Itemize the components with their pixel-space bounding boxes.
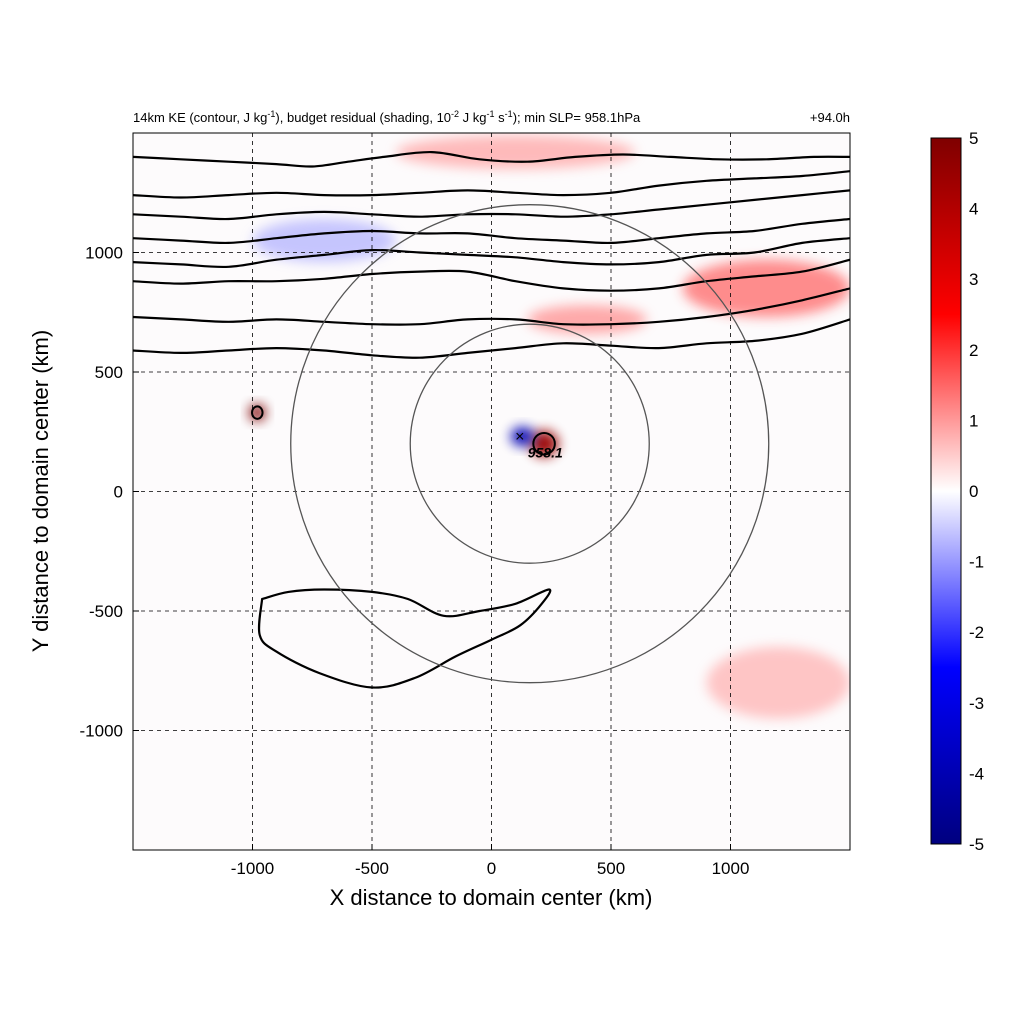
shade-storm-positive bbox=[529, 430, 559, 457]
plot-area: × 958.1 bbox=[132, 132, 851, 851]
colorbar-gradient bbox=[930, 137, 962, 845]
shade-storm-negative bbox=[510, 426, 535, 447]
ke-contour-north-4 bbox=[133, 237, 850, 269]
min-slp-label: 958.1 bbox=[528, 445, 563, 461]
y-tick-label: -1000 bbox=[80, 722, 123, 741]
storm-marker: × 958.1 bbox=[515, 429, 563, 461]
colorbar: 5 4 3 2 1 0 -1 -2 -3 -4 -5 bbox=[930, 129, 984, 854]
x-tick-label: 1000 bbox=[712, 859, 750, 878]
shade-northeast-band bbox=[682, 259, 850, 318]
colorbar-tick-label: 0 bbox=[969, 482, 978, 501]
forecast-hour: +94.0h bbox=[810, 110, 850, 125]
colorbar-tick-label: 2 bbox=[969, 341, 978, 360]
range-ring-1000km bbox=[290, 204, 770, 684]
x-tick-label: -1000 bbox=[231, 859, 274, 878]
y-axis-ticks: -1000 -500 0 500 1000 bbox=[80, 244, 139, 741]
ke-contour-north-3 bbox=[133, 258, 850, 292]
colorbar-ticks: 5 4 3 2 1 0 -1 -2 -3 -4 -5 bbox=[969, 129, 984, 854]
x-axis-label: X distance to domain center (km) bbox=[330, 885, 653, 910]
colorbar-tick-label: -1 bbox=[969, 553, 984, 572]
colorbar-tick-label: 3 bbox=[969, 270, 978, 289]
chart-title: 14km KE (contour, J kg-1), budget residu… bbox=[133, 109, 641, 125]
x-tick-label: -500 bbox=[355, 859, 389, 878]
colorbar-tick-label: 4 bbox=[969, 200, 978, 219]
ke-contour-storm-core bbox=[532, 431, 556, 456]
y-tick-label: 1000 bbox=[85, 244, 123, 263]
ke-contour-south-blob bbox=[257, 588, 552, 689]
ke-contour-north-5 bbox=[133, 217, 850, 245]
y-tick-label: 500 bbox=[95, 363, 123, 382]
shade-top-positive bbox=[395, 135, 635, 169]
colorbar-tick-label: -4 bbox=[969, 764, 984, 783]
ke-contour-north-7 bbox=[133, 170, 850, 199]
shade-southeast-positive bbox=[706, 646, 850, 719]
colorbar-tick-label: -2 bbox=[969, 623, 984, 642]
shade-north-band bbox=[527, 305, 647, 334]
colorbar-tick-label: -5 bbox=[969, 835, 984, 854]
x-tick-label: 500 bbox=[597, 859, 625, 878]
x-axis-ticks: -1000 -500 0 500 1000 bbox=[231, 844, 750, 878]
plot-background bbox=[133, 133, 850, 850]
range-ring-500km bbox=[409, 323, 650, 564]
ke-contour-north-1 bbox=[133, 318, 850, 359]
colorbar-tick-label: 1 bbox=[969, 411, 978, 430]
storm-center-marker: × bbox=[515, 429, 524, 446]
colorbar-tick-label: 5 bbox=[969, 129, 978, 148]
y-tick-label: -500 bbox=[89, 602, 123, 621]
ke-contour-north-6 bbox=[133, 189, 850, 221]
x-tick-label: 0 bbox=[487, 859, 496, 878]
y-axis-label: Y distance to domain center (km) bbox=[28, 330, 53, 652]
range-rings bbox=[290, 204, 770, 684]
ke-contour-north-8 bbox=[133, 150, 850, 168]
y-tick-label: 0 bbox=[114, 483, 123, 502]
colorbar-tick-label: -3 bbox=[969, 694, 984, 713]
ke-contour-west-blob bbox=[251, 405, 264, 420]
